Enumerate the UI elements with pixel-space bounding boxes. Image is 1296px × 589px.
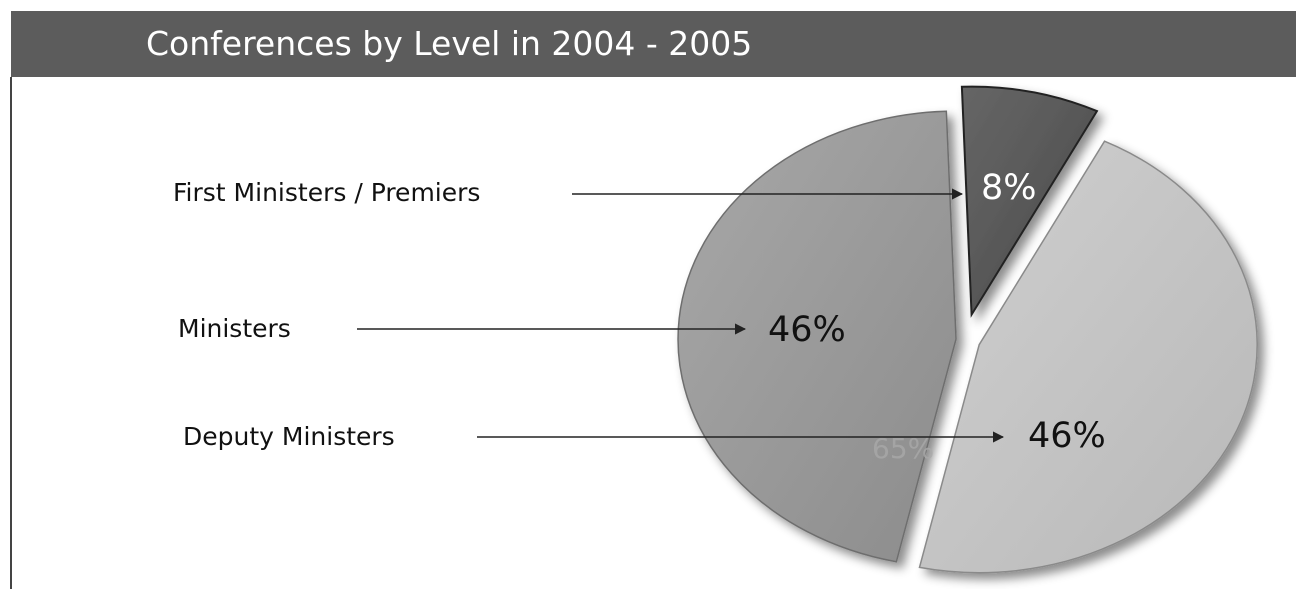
- slice-first-ministers: [960, 85, 1099, 318]
- slice-ministers: [677, 110, 957, 563]
- value-label-ministers: 46%: [768, 310, 846, 350]
- category-label-deputy-ministers: Deputy Ministers: [183, 422, 395, 451]
- left-border-line: [10, 77, 12, 589]
- category-label-first-ministers: First Ministers / Premiers: [173, 178, 480, 207]
- chart-title: Conferences by Level in 2004 - 2005: [146, 24, 753, 63]
- category-label-ministers: Ministers: [178, 314, 291, 343]
- value-label-first-ministers: 8%: [981, 168, 1037, 208]
- slice-deputy-ministers: [918, 140, 1258, 574]
- value-label-deputy-ministers: 46%: [1028, 416, 1106, 456]
- title-bar: Conferences by Level in 2004 - 2005: [11, 11, 1296, 77]
